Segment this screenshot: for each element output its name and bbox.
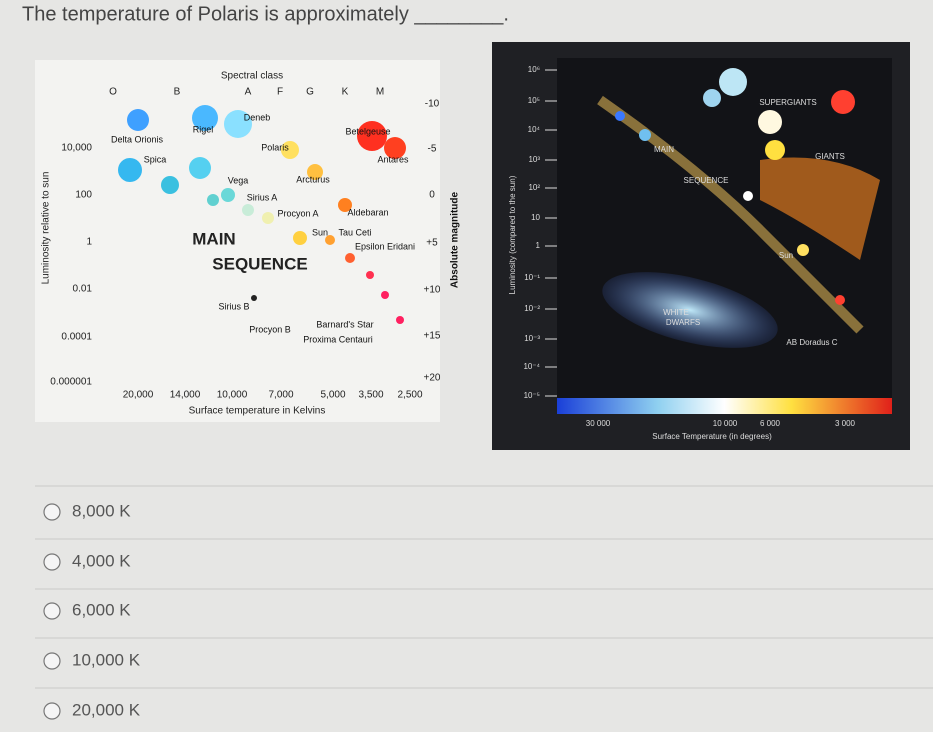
magnitude-label: 0 (429, 190, 435, 201)
y-tick-label: 10⁻¹ (524, 273, 540, 282)
star-label: Vega (228, 175, 249, 185)
y-axis-title: Luminosity relative to sun (41, 172, 52, 285)
y-tick-label: 0.01 (73, 284, 93, 295)
spectral-class-label: M (376, 87, 384, 98)
region-label: SEQUENCE (212, 254, 307, 273)
region-label: AB Doradus C (786, 338, 837, 347)
region-label: MAIN (654, 145, 674, 154)
star-label: Betelgeuse (345, 126, 390, 136)
option-label[interactable]: 8,000 K (72, 501, 131, 520)
star-label: Rigel (193, 124, 214, 134)
y-tick-label: 10⁴ (528, 125, 541, 134)
y-tick-label: 1 (86, 237, 92, 248)
magnitude-label: -5 (428, 144, 437, 155)
star-decoration (118, 105, 406, 324)
x-tick-label: 2,500 (397, 390, 422, 401)
y-tick-label: 0.000001 (50, 377, 92, 388)
radio-button[interactable] (43, 652, 61, 670)
x-tick-label: 7,000 (268, 390, 293, 401)
y-tick-label: 0.0001 (61, 332, 92, 343)
radio-button[interactable] (43, 503, 61, 521)
region-label: SEQUENCE (684, 176, 729, 185)
option-label[interactable]: 4,000 K (72, 551, 131, 570)
star-label: Procyon A (277, 208, 318, 218)
y-tick-label: 10⁻³ (524, 334, 540, 343)
region-label: MAIN (192, 229, 235, 248)
spectral-class-label: O (109, 87, 117, 98)
answer-options: 8,000 K 4,000 K 6,000 K 10,000 K 20,000 K (35, 485, 933, 720)
x-axis-title: Surface temperature in Kelvins (189, 406, 326, 417)
star-label: Polaris (261, 142, 289, 152)
x-tick-label: 6 000 (760, 419, 781, 428)
magnitude-label: +20 (424, 373, 441, 384)
y-tick-label: 10⁻⁵ (524, 391, 540, 400)
x-tick-label: 20,000 (123, 390, 154, 401)
x-tick-label: 3 000 (835, 419, 856, 428)
x-tick-label: 10 000 (713, 419, 738, 428)
radio-button[interactable] (43, 602, 61, 620)
star-label: Procyon B (249, 324, 291, 334)
region-label: GIANTS (815, 152, 845, 161)
magnitude-label: +10 (424, 285, 441, 296)
star-label: Deneb (244, 112, 271, 122)
y-tick-label: 10⁵ (528, 96, 540, 105)
x-axis-title: Surface Temperature (in degrees) (652, 432, 772, 441)
y-tick-label: 10 (531, 213, 540, 222)
y-tick-label: 1 (536, 241, 541, 250)
region-label: Sun (779, 251, 793, 260)
star-label: Aldebaran (347, 207, 388, 217)
x-tick-label: 10,000 (217, 390, 248, 401)
spectral-class-label: K (342, 87, 349, 98)
x-tick-label: 3,500 (358, 390, 383, 401)
star-label: Proxima Centauri (303, 334, 373, 344)
spectral-class-label: G (306, 87, 314, 98)
y-tick-label: 10² (528, 183, 540, 192)
star-label: Antares (377, 154, 409, 164)
option-label[interactable]: 20,000 K (72, 700, 141, 719)
hr-diagram-left: Spectral class O B A F G K M 10,000 100 1 0.01 0.00… (35, 60, 461, 422)
y2-axis-title: Absolute magnitude (450, 192, 461, 289)
option-label[interactable]: 10,000 K (72, 650, 141, 669)
y-axis-title: Luminosity (compared to the sun) (508, 175, 517, 294)
spectral-class-label: F (277, 87, 283, 98)
star-label: Barnard's Star (316, 319, 373, 329)
option-label[interactable]: 6,000 K (72, 600, 131, 619)
x-tick-label: 30 000 (586, 419, 611, 428)
color-bar (557, 398, 892, 414)
hr-diagram-right: 10⁶ 10⁵ 10⁴ 10³ 10² 10 1 10⁻¹ 10⁻² 10⁻³ 10⁻⁴ 10⁻⁵ 30… (492, 42, 910, 450)
star-label: Arcturus (296, 174, 330, 184)
radio-button[interactable] (43, 702, 61, 720)
radio-button[interactable] (43, 553, 61, 571)
region-label: WHITE (663, 308, 689, 317)
star-label: Sun (312, 227, 328, 237)
figure-title: Spectral class (221, 71, 283, 82)
star-label: Spica (144, 154, 167, 164)
star-label: Epsilon Eridani (355, 241, 415, 251)
spectral-class-label: B (174, 87, 181, 98)
region-label: SUPERGIANTS (759, 98, 816, 107)
star-label: Sirius B (218, 301, 249, 311)
magnitude-label: +5 (426, 238, 438, 249)
x-tick-label: 5,000 (320, 390, 345, 401)
y-tick-label: 10³ (528, 155, 540, 164)
magnitude-label: -10 (425, 99, 440, 110)
region-label: DWARFS (666, 318, 700, 327)
y-tick-label: 100 (75, 190, 92, 201)
star-label: Delta Orionis (111, 134, 164, 144)
star-decoration (597, 68, 880, 348)
question-text: The temperature of Polaris is approximat… (22, 3, 509, 25)
y-tick-label: 10⁶ (528, 65, 540, 74)
y-tick-label: 10⁻² (524, 304, 540, 313)
star-label: Sirius A (247, 192, 278, 202)
spectral-class-label: A (245, 87, 252, 98)
y-tick-label: 10⁻⁴ (523, 362, 540, 371)
star-label: Tau Ceti (338, 227, 371, 237)
magnitude-label: +15 (424, 331, 441, 342)
x-tick-label: 14,000 (170, 390, 201, 401)
y-tick-label: 10,000 (61, 143, 92, 154)
